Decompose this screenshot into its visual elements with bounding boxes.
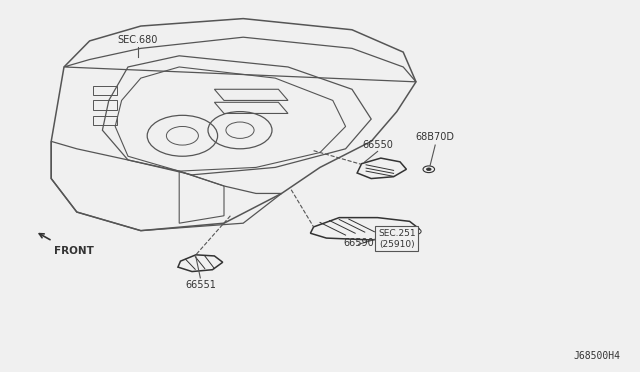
Text: J68500H4: J68500H4 (574, 351, 621, 361)
Text: 68B70D: 68B70D (416, 132, 454, 142)
Text: SEC.251
(25910): SEC.251 (25910) (378, 229, 415, 248)
Text: SEC.680: SEC.680 (117, 35, 158, 45)
Circle shape (426, 168, 431, 171)
Circle shape (414, 230, 418, 232)
Text: 66550: 66550 (362, 140, 393, 150)
Text: 66590: 66590 (343, 238, 374, 248)
Text: FRONT: FRONT (54, 246, 94, 256)
Text: 66551: 66551 (185, 280, 216, 290)
